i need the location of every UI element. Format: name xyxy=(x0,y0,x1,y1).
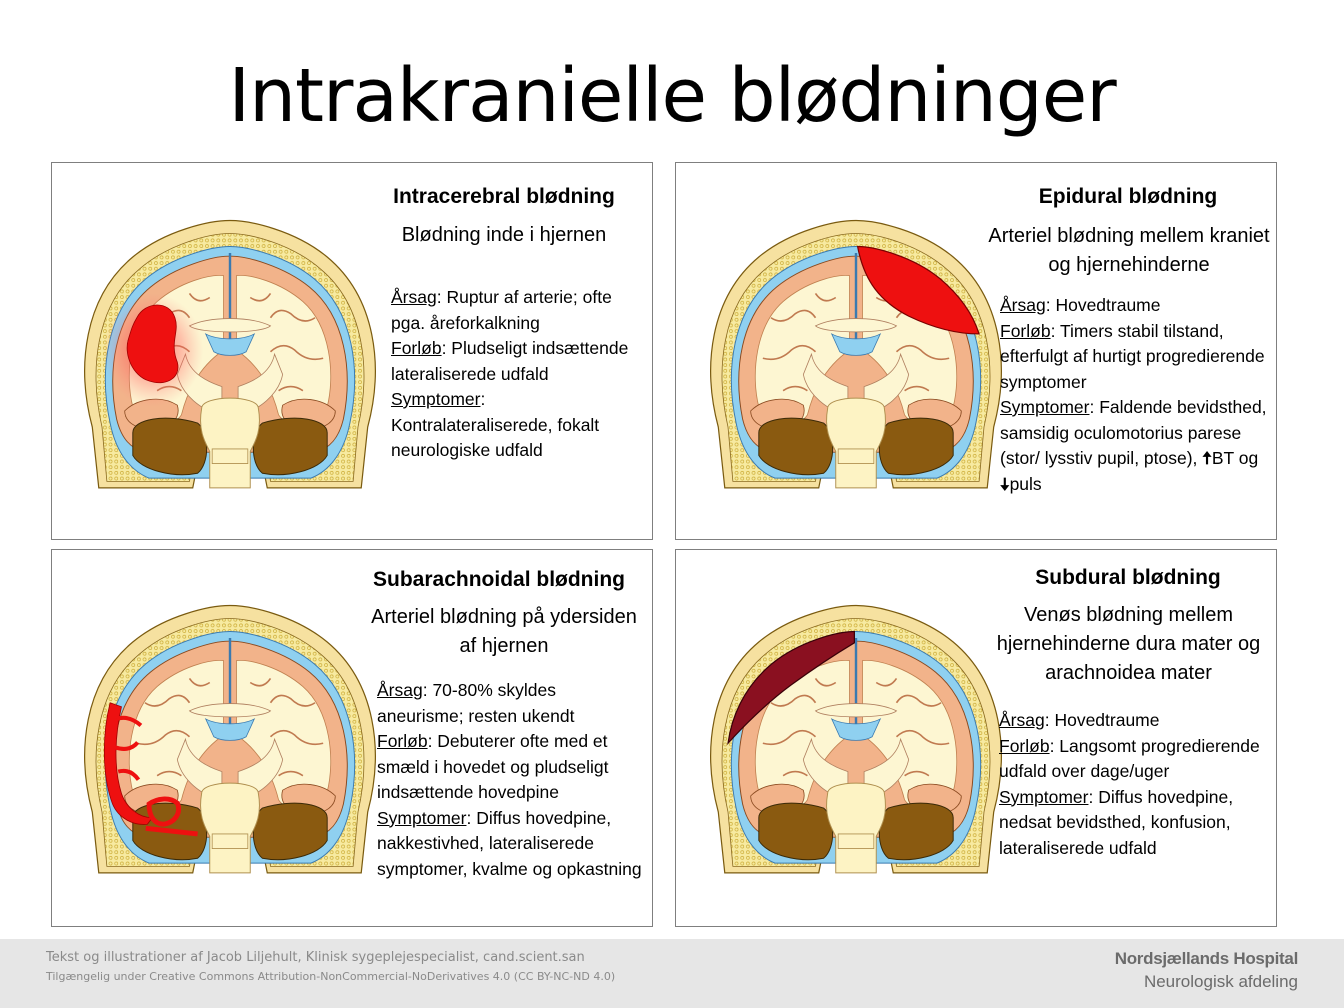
cause-label: Årsag xyxy=(391,287,437,307)
panel-title: Epidural blødning xyxy=(1038,185,1218,208)
pulse-text: puls xyxy=(1009,473,1042,494)
brain-illustration-subarachnoid xyxy=(83,604,377,875)
symptoms-label: Symptomer xyxy=(391,389,481,409)
panel-title: Subdural blødning xyxy=(1035,566,1221,589)
symptoms-text: : Faldende bevidsthed, samsidig oculomot… xyxy=(1000,397,1267,468)
course-text: : Debuterer ofte med et smæld i hovedet … xyxy=(377,731,609,802)
panel-details: Årsag: Ruptur af arterie; ofte pga. åref… xyxy=(391,285,641,464)
cause-text: : 70-80% skyldes aneurisme; resten ukend… xyxy=(377,680,575,726)
arrow-up-icon: 🠅 xyxy=(1202,448,1212,468)
footer-credit: Tekst og illustrationer af Jacob Liljehu… xyxy=(46,950,585,965)
arrow-down-icon: 🠇 xyxy=(1000,473,1010,494)
panel-intracerebral: Intracerebral blødning Blødning inde i h… xyxy=(51,162,653,540)
cause-text: : Hovedtraume xyxy=(1044,710,1160,730)
department-name: Neurologisk afdeling xyxy=(1143,972,1298,991)
course-label: Forløb xyxy=(391,338,442,358)
org-name: Nordsjællands Hospital xyxy=(1114,949,1299,968)
symptoms-text: : Kontralateraliserede, fokalt neurologi… xyxy=(391,389,600,460)
cause-text: : Ruptur af arterie; ofte pga. åreforkal… xyxy=(391,287,612,333)
symptoms-text: : Diffus hovedpine, nedsat bevidsthed, k… xyxy=(999,786,1234,858)
panel-subtitle: Arteriel blødning på ydersiden af hjerne… xyxy=(371,606,637,657)
intracerebral-hemorrhage xyxy=(126,304,179,384)
panel-subdural: Subdural blødning Venøs blødning mellem … xyxy=(675,549,1277,927)
symptoms-label: Symptomer xyxy=(377,807,467,828)
cause-label: Årsag xyxy=(377,680,423,700)
panel-title: Subarachnoidal blødning xyxy=(373,568,625,591)
panel-subarachnoid: Subarachnoidal blødning Arteriel blødnin… xyxy=(51,549,653,927)
panel-subtitle: Arteriel blødning mellem kraniet og hjer… xyxy=(988,225,1270,276)
panel-details: Årsag: Hovedtraume Forløb: Timers stabil… xyxy=(1000,293,1270,497)
bp-text: BT og xyxy=(1211,448,1259,468)
panel-epidural: Epidural blødning Arteriel blødning mell… xyxy=(675,162,1277,540)
symptoms-label: Symptomer xyxy=(1000,397,1090,417)
subarachnoid-hemorrhage xyxy=(103,702,154,825)
page-title: Intrakranielle blødninger xyxy=(228,53,1116,139)
course-label: Forløb xyxy=(377,731,428,751)
cause-text: : Hovedtraume xyxy=(1045,295,1161,315)
footer-license: Tilgængelig under Creative Commons Attri… xyxy=(46,970,616,983)
subdural-hematoma xyxy=(727,630,855,746)
panel-subtitle: Blødning inde i hjernen xyxy=(401,224,607,246)
panel-details: Årsag: 70-80% skyldes aneurisme; resten … xyxy=(377,678,645,882)
panel-details: Årsag: Hovedtraume Forløb: Langsomt prog… xyxy=(999,708,1271,861)
course-text: : Pludseligt indsættende lateraliserede … xyxy=(391,338,629,384)
symptoms-text: : Diffus hovedpine, nakkestivhed, latera… xyxy=(377,807,642,879)
footer: Tekst og illustrationer af Jacob Liljehu… xyxy=(0,939,1344,1008)
cause-label: Årsag xyxy=(1000,295,1046,315)
brain-illustration-intracerebral xyxy=(83,219,377,490)
course-label: Forløb xyxy=(999,735,1050,756)
brain-illustration-subdural xyxy=(709,604,1003,875)
panel-subtitle: Venøs blødning mellem hjernehinderne dur… xyxy=(996,604,1261,684)
course-text: : Langsomt progredierende udfald over da… xyxy=(999,735,1260,782)
course-label: Forløb xyxy=(1000,320,1051,341)
cause-label: Årsag xyxy=(999,710,1045,730)
course-text: : Timers stabil tilstand, efterfulgt af … xyxy=(1000,320,1265,392)
symptoms-label: Symptomer xyxy=(999,786,1089,807)
brain-illustration-epidural xyxy=(709,219,1003,490)
epidural-hematoma xyxy=(856,245,980,335)
panel-title: Intracerebral blødning xyxy=(393,185,615,208)
